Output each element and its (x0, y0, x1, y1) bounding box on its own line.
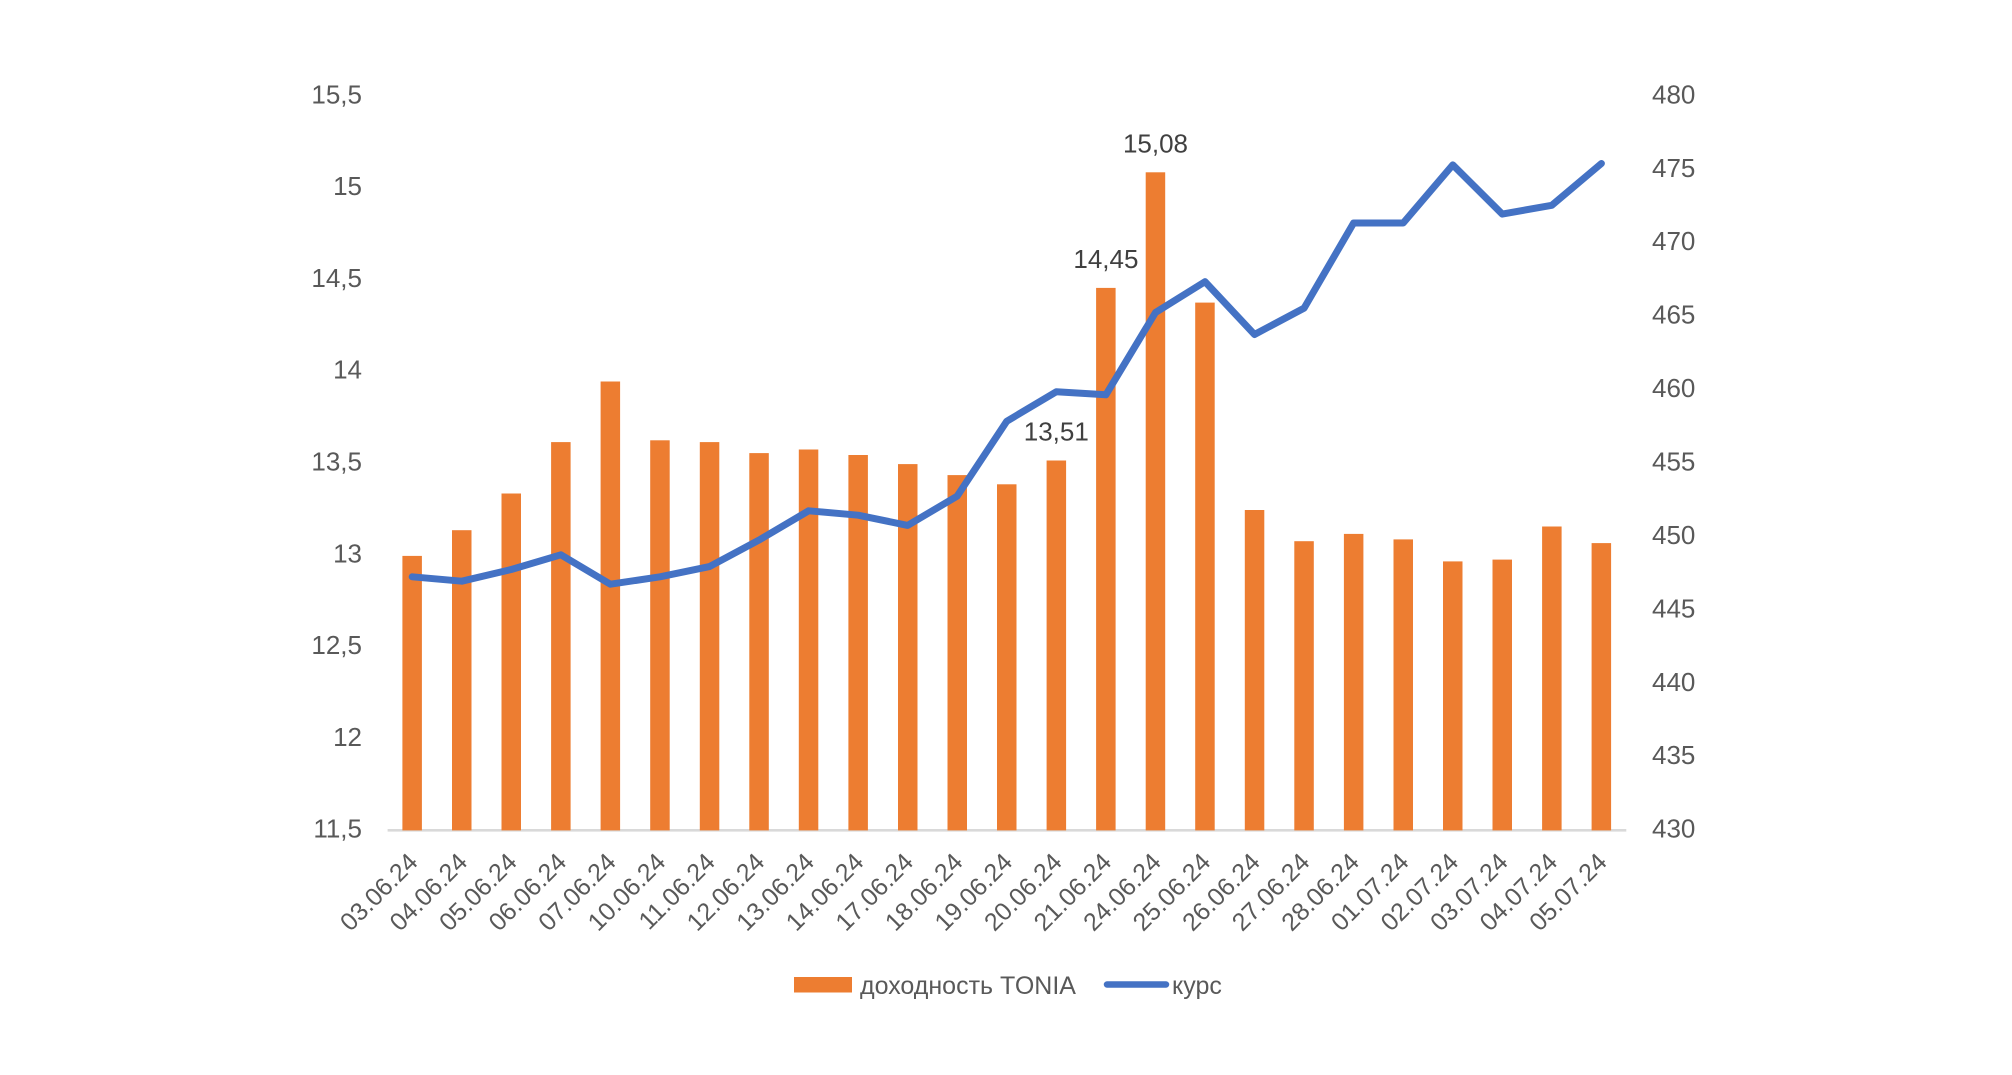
svg-text:15: 15 (333, 171, 362, 201)
svg-text:460: 460 (1652, 373, 1695, 403)
svg-text:440: 440 (1652, 667, 1695, 697)
svg-text:430: 430 (1652, 814, 1695, 844)
svg-text:465: 465 (1652, 300, 1695, 330)
svg-text:курс: курс (1172, 972, 1222, 1000)
svg-text:445: 445 (1652, 593, 1695, 623)
svg-text:480: 480 (1652, 79, 1695, 109)
svg-text:435: 435 (1652, 740, 1695, 770)
svg-text:11,5: 11,5 (313, 814, 362, 844)
svg-text:15,08: 15,08 (1123, 128, 1188, 158)
svg-text:12: 12 (333, 722, 362, 752)
svg-text:12,5: 12,5 (311, 630, 362, 660)
svg-text:13,5: 13,5 (311, 447, 362, 477)
svg-text:470: 470 (1652, 226, 1695, 256)
svg-text:475: 475 (1652, 153, 1695, 183)
svg-text:13: 13 (333, 538, 362, 568)
svg-text:14,45: 14,45 (1073, 244, 1138, 274)
svg-text:доходность TONIA: доходность TONIA (860, 972, 1076, 1000)
svg-text:14,5: 14,5 (311, 263, 362, 293)
svg-text:450: 450 (1652, 520, 1695, 550)
svg-text:13,51: 13,51 (1024, 417, 1089, 447)
svg-text:15,5: 15,5 (311, 79, 362, 109)
svg-text:455: 455 (1652, 447, 1695, 477)
svg-text:14: 14 (333, 355, 362, 385)
